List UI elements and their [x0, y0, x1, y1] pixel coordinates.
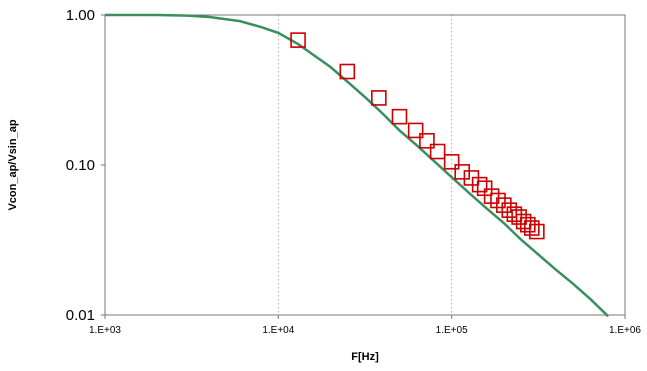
- y-tick-label: 0.10: [66, 157, 95, 174]
- y-axis-ticks: 1.00 0.10 0.01: [66, 7, 105, 324]
- grid-layer: [104, 14, 626, 315]
- x-tick-label: 1.E+05: [436, 325, 468, 336]
- data-point-square: [496, 197, 512, 213]
- y-tick-label: 1.00: [66, 7, 95, 24]
- data-point-square: [454, 164, 470, 180]
- data-point-square: [443, 154, 460, 170]
- data-point-square: [407, 122, 424, 139]
- data-point-square: [371, 90, 387, 106]
- data-point-square: [339, 63, 356, 80]
- data-point-square: [419, 132, 435, 149]
- x-tick-label: 1.E+06: [609, 325, 641, 336]
- data-point-square: [290, 32, 306, 48]
- data-point-square: [524, 220, 540, 236]
- data-point-square: [490, 192, 506, 209]
- x-tick-label: 1.E+03: [89, 325, 121, 336]
- data-point-square: [429, 143, 446, 160]
- x-tick-label: 1.E+04: [262, 325, 294, 336]
- data-point-square: [529, 223, 545, 240]
- y-axis-title: Vcon_ap/Vsin_ap: [7, 119, 19, 210]
- data-point-square: [391, 108, 408, 125]
- series-layer: [105, 13, 610, 318]
- x-axis-ticks: 1.E+03 1.E+04 1.E+05 1.E+06: [89, 315, 641, 336]
- plot-area-frame: [104, 14, 626, 316]
- data-point-square: [471, 176, 488, 193]
- y-tick-label: 0.01: [66, 307, 95, 324]
- fit-curve-line: [105, 13, 610, 318]
- x-axis-title: F[Hz]: [351, 351, 379, 363]
